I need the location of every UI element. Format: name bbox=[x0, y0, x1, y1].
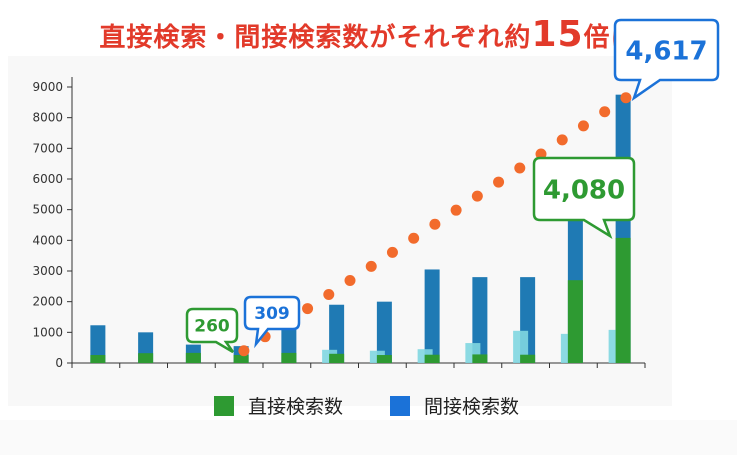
bar-direct bbox=[472, 354, 488, 363]
bar-indirect bbox=[472, 277, 488, 363]
trend-dot bbox=[386, 246, 398, 258]
bar-direct bbox=[281, 352, 297, 363]
bar-indirect bbox=[376, 301, 392, 363]
bar-direct bbox=[424, 354, 440, 363]
trend-dot bbox=[620, 92, 632, 104]
bar-direct bbox=[376, 355, 392, 363]
legend-swatch-indirect bbox=[390, 395, 410, 416]
trend-dot bbox=[450, 204, 462, 216]
bar-indirect bbox=[329, 304, 345, 363]
y-tick-label: 3000 bbox=[32, 264, 63, 278]
trend-dot bbox=[323, 289, 335, 301]
trend-dot bbox=[302, 303, 314, 315]
trend-dot bbox=[514, 162, 526, 174]
y-tick-label: 5000 bbox=[32, 203, 63, 217]
bar-direct bbox=[567, 280, 583, 363]
y-tick-label: 9000 bbox=[32, 80, 63, 94]
bar-indirect bbox=[90, 325, 106, 363]
bar-direct bbox=[185, 352, 201, 363]
trend-dot bbox=[535, 148, 547, 160]
trend-dot bbox=[471, 190, 483, 202]
bar-direct bbox=[615, 237, 631, 363]
bar-direct bbox=[233, 355, 249, 363]
trend-dot bbox=[577, 120, 589, 132]
legend-item-direct: 直接検索数 bbox=[214, 392, 343, 419]
y-tick-label: 6000 bbox=[32, 172, 63, 186]
trend-dot bbox=[365, 260, 377, 272]
legend: 直接検索数 間接検索数 bbox=[0, 388, 737, 418]
callout-309-text: 309 bbox=[254, 304, 290, 324]
bottom-band bbox=[0, 420, 737, 455]
legend-label-indirect: 間接検索数 bbox=[424, 396, 520, 418]
trend-dot bbox=[556, 134, 568, 146]
callout-4617: 4,617 bbox=[613, 18, 720, 102]
callout-309-box bbox=[243, 295, 301, 349]
callout-260: 260 bbox=[185, 307, 239, 354]
y-tick-label: 0 bbox=[55, 356, 63, 370]
callout-260-text: 260 bbox=[194, 317, 230, 337]
callout-4080-box bbox=[532, 156, 636, 239]
callout-260-box bbox=[185, 307, 239, 354]
bar-direct bbox=[329, 353, 345, 363]
y-tick-label: 4000 bbox=[32, 233, 63, 247]
callout-4080: 4,080 bbox=[532, 156, 636, 239]
y-tick-label: 2000 bbox=[32, 295, 63, 309]
callout-4617-box bbox=[613, 18, 720, 102]
bar-indirect bbox=[424, 269, 440, 363]
legend-swatch-direct bbox=[214, 395, 234, 416]
y-tick-label: 7000 bbox=[32, 141, 63, 155]
chart-title: 直接検索・間接検索数がそれぞれ約15倍に bbox=[99, 14, 638, 55]
trend-dot bbox=[408, 232, 420, 244]
trend-dot bbox=[493, 176, 505, 188]
callout-309: 309 bbox=[243, 295, 301, 349]
bar-direct bbox=[138, 353, 154, 363]
legend-item-indirect: 間接検索数 bbox=[390, 392, 519, 419]
y-tick-label: 1000 bbox=[32, 325, 63, 339]
legend-label-direct: 直接検索数 bbox=[248, 396, 344, 418]
y-tick-label: 8000 bbox=[32, 111, 63, 125]
callout-4617-text: 4,617 bbox=[625, 36, 707, 66]
trend-dot bbox=[238, 345, 250, 357]
trend-dot bbox=[344, 274, 356, 286]
trend-dot bbox=[599, 106, 611, 118]
bar-direct bbox=[90, 355, 106, 363]
trend-dot bbox=[429, 218, 441, 230]
bar-direct bbox=[520, 354, 536, 363]
callout-4080-text: 4,080 bbox=[543, 175, 625, 205]
